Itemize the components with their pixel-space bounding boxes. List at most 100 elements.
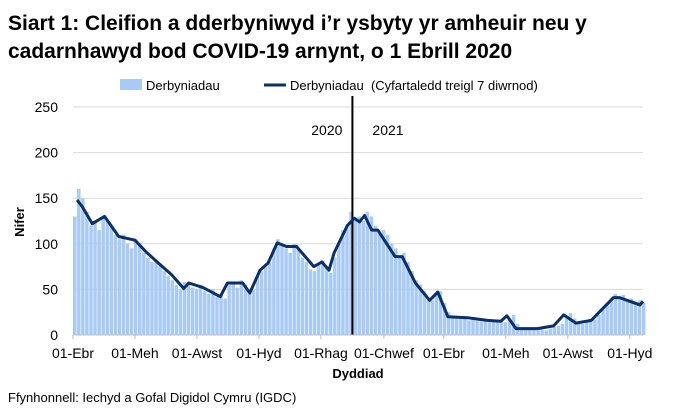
bar [617, 296, 622, 335]
chart-title-line-1: Siart 1: Cleifion a dderbyniwyd i’r ysby… [8, 12, 587, 35]
bar [349, 211, 353, 335]
bar [629, 298, 634, 335]
bar [438, 291, 443, 335]
x-tick-label: 01-Hyd [607, 345, 652, 361]
bar [499, 320, 504, 335]
bar [101, 216, 105, 335]
x-tick-label: 01-Hyd [236, 345, 281, 361]
legend: Derbyniadau Derbyniadau (Cyfartaledd tre… [120, 78, 538, 93]
bar [198, 284, 203, 335]
y-tick-label: 0 [50, 327, 58, 343]
bar [329, 272, 333, 335]
bar [337, 243, 341, 335]
bar [446, 312, 451, 335]
bar [556, 325, 561, 335]
bar [353, 221, 357, 335]
bar [524, 328, 528, 335]
bar [430, 300, 435, 335]
bar [361, 221, 366, 335]
bar [113, 234, 118, 335]
bar [385, 234, 390, 335]
year-label-2021: 2021 [372, 122, 403, 138]
source-note: Ffynhonnell: Iechyd a Gofal Digidol Cymr… [8, 390, 296, 405]
bar [552, 326, 557, 335]
bar [381, 230, 386, 335]
bar [316, 263, 321, 335]
bar [345, 225, 349, 335]
bar [390, 243, 394, 335]
x-tick-label: 01-Meh [482, 345, 529, 361]
bar [276, 239, 280, 335]
bar [182, 282, 187, 335]
bar [548, 328, 552, 335]
x-tick-label: 01-Awst [172, 345, 222, 361]
bar [133, 239, 138, 335]
bar [576, 323, 581, 335]
bar [324, 266, 329, 335]
bar [211, 289, 215, 335]
bar [410, 271, 414, 335]
bar [231, 282, 235, 335]
bar [178, 289, 183, 335]
bar [85, 211, 89, 335]
year-divider: 2020 2021 [311, 96, 404, 335]
bar [93, 221, 97, 335]
bar [162, 271, 166, 335]
bar [479, 321, 483, 335]
bar [312, 271, 317, 335]
x-tick-label: 01-Meh [111, 345, 158, 361]
bar [219, 293, 223, 335]
bar [467, 320, 471, 335]
bar [593, 319, 597, 335]
y-tick-label: 50 [42, 281, 58, 297]
y-tick-label: 100 [35, 236, 59, 252]
bar [215, 296, 219, 335]
bar [190, 287, 195, 335]
x-tick-label: 01-Rhag [294, 345, 348, 361]
bar [166, 275, 170, 335]
bar [637, 300, 642, 335]
bar [613, 293, 617, 335]
bar [365, 211, 370, 335]
bar [609, 298, 613, 335]
bar [109, 225, 114, 335]
bar [597, 314, 601, 335]
bar [503, 322, 508, 335]
bar [158, 263, 162, 335]
chart-title-line-2: cadarnhawyd bod COVID-19 arnynt, o 1 Ebr… [8, 40, 512, 63]
bar [154, 260, 158, 335]
bar [373, 225, 378, 335]
bar [532, 327, 536, 335]
bar [377, 232, 382, 335]
bar [207, 293, 211, 335]
bar [138, 243, 142, 335]
bar [414, 280, 418, 335]
bar [255, 275, 260, 335]
bar [142, 252, 146, 335]
bar [572, 318, 577, 335]
x-tick-label: 01-Awst [543, 345, 593, 361]
bar [455, 318, 459, 335]
bar [341, 230, 345, 335]
bar [434, 293, 439, 335]
bar [105, 221, 109, 335]
bar [357, 216, 361, 335]
bar [422, 291, 426, 335]
x-tick-label: 01-Chwef [354, 345, 414, 361]
line-series [75, 199, 645, 331]
year-label-2020: 2020 [311, 122, 342, 138]
bar [564, 316, 569, 335]
bar [426, 298, 431, 335]
bar [487, 322, 492, 335]
bar [520, 327, 524, 335]
bar [89, 225, 93, 335]
bar [300, 257, 305, 335]
bar [406, 262, 410, 335]
bar [585, 322, 589, 335]
bar [150, 262, 154, 335]
bar [186, 284, 191, 335]
y-axis-title: Nifer [12, 207, 27, 237]
bar-series [73, 189, 646, 335]
bar [125, 243, 130, 335]
